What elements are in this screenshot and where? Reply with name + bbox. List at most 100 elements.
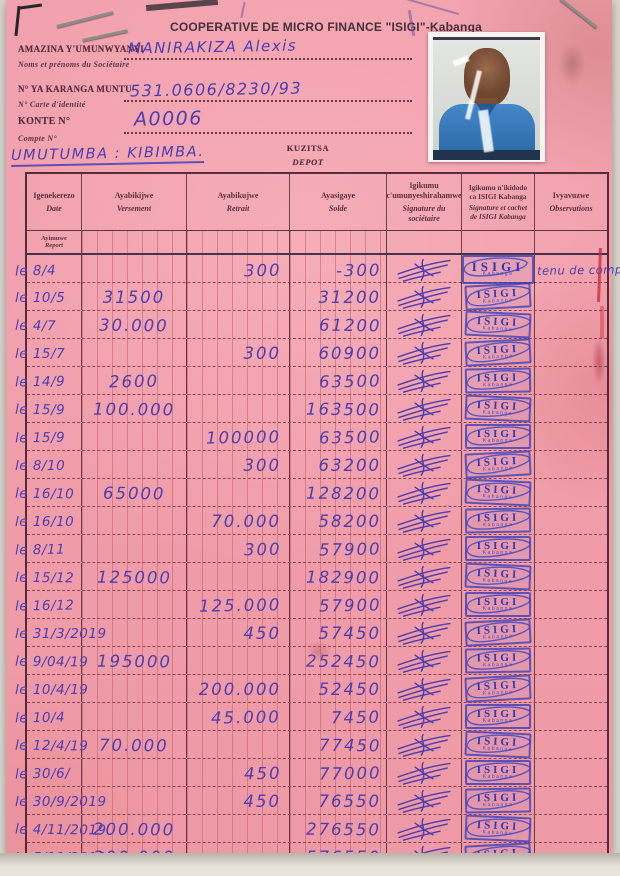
stamp-cell: ISIGI Kabanga — [462, 367, 535, 394]
isigi-stamp: ISIGI Kabanga — [465, 536, 531, 561]
member-signature-scribble — [397, 509, 451, 533]
member-signature-scribble — [397, 537, 451, 561]
signature-cell — [387, 283, 462, 310]
stamp-signature-oval — [465, 620, 532, 644]
carryover-versement-cell — [82, 231, 187, 253]
versement-value: 65000 — [102, 483, 166, 504]
isigi-stamp: ISIGI Kabanga — [464, 814, 532, 843]
ledger-table: Igenekerezo Date Ayabikijwe Versement Ay… — [15, 172, 620, 872]
stamp-subtext: Kabanga — [482, 774, 514, 780]
stamp-cell: ISIGI Kabanga — [462, 255, 535, 284]
member-signature-scribble — [397, 313, 451, 337]
date-cell: le 31/3/2019 — [15, 619, 106, 646]
observation-cell — [535, 451, 607, 478]
konte-dotted-line — [124, 132, 412, 134]
date-value: le 10/4 — [14, 709, 66, 726]
member-signature-scribble — [397, 453, 451, 477]
versement-cell — [82, 619, 187, 646]
observation-cell — [535, 731, 607, 758]
solde-cell: 163500 — [290, 395, 387, 422]
table-row: le 15/9 100.000 163500 ISIGI Kabanga — [15, 394, 607, 423]
versement-value: 30.000 — [99, 315, 169, 336]
date-cell: le 8/10 — [15, 451, 82, 478]
versement-value: 125000 — [96, 567, 172, 588]
versement-cell — [82, 591, 187, 618]
versement-value: 70.000 — [99, 735, 169, 756]
field-label-konte-rn: KONTE N° — [18, 116, 71, 127]
solde-cell: 63500 — [290, 423, 387, 450]
isigi-stamp: ISIGI Kabanga — [465, 704, 531, 729]
retrait-value: 300 — [243, 260, 282, 281]
signature-cell — [387, 787, 462, 814]
retrait-cell: 300 — [187, 535, 290, 562]
versement-value: 100.000 — [92, 399, 176, 420]
isigi-stamp: ISIGI Kabanga — [464, 367, 532, 394]
stamp-cell: ISIGI Kabanga — [462, 703, 535, 730]
member-signature-scribble — [397, 369, 451, 393]
observation-cell — [535, 311, 607, 338]
stamp-signature-oval — [465, 340, 532, 364]
stamp-cell: ISIGI Kabanga — [462, 507, 535, 534]
stamp-cell: ISIGI Kabanga — [462, 618, 535, 647]
solde-value: 63500 — [318, 371, 382, 392]
isigi-stamp: ISIGI Kabanga — [464, 450, 532, 479]
retrait-value: 100000 — [205, 427, 282, 448]
field-label-id-fr: N° Carte d'identité — [18, 100, 86, 109]
solde-value: -300 — [335, 260, 382, 281]
observation-value: tenu de compte — [536, 261, 620, 278]
date-cell: le 8/4 — [15, 255, 82, 284]
observation-cell — [535, 619, 607, 646]
solde-value: 7450 — [330, 707, 382, 728]
member-signature-scribble — [397, 481, 451, 505]
member-signature-scribble — [397, 258, 451, 282]
stamp-signature-oval — [466, 762, 531, 782]
date-value: le 30/6/ — [14, 765, 71, 782]
member-signature-scribble — [397, 817, 451, 841]
isigi-stamp: ISIGI Kabanga — [464, 787, 532, 814]
stamp-signature-oval — [466, 594, 531, 614]
member-name-value: MANIRAKIZA Alexis — [127, 36, 298, 58]
field-label-konte-fr: Compte N° — [18, 134, 58, 143]
date-value: le 4/7 — [14, 317, 57, 334]
date-value: le 14/9 — [14, 373, 66, 390]
date-cell: le 14/9 — [15, 367, 82, 394]
signature-cell — [387, 423, 462, 450]
retrait-cell: 200.000 — [187, 675, 290, 702]
solde-cell: 57900 — [290, 535, 387, 562]
member-signature-scribble — [397, 341, 451, 365]
versement-cell — [82, 255, 187, 284]
date-cell: le 4/11/2019 — [15, 815, 107, 842]
header-signature-societaire: Igikumu c'umunyeshirahamwe Signature du … — [386, 174, 462, 230]
observation-cell — [535, 479, 607, 506]
carryover-signature-cell — [387, 231, 462, 253]
date-value: le 16/12 — [14, 596, 75, 615]
stamp-cell: ISIGI Kabanga — [462, 310, 535, 339]
solde-cell: 63500 — [290, 367, 387, 394]
brown-smudge — [558, 42, 586, 86]
observation-cell — [535, 815, 607, 842]
table-row: le 15/9 100000 63500 ISIGI Kabanga — [15, 423, 607, 451]
date-cell: le 9/04/19 — [15, 647, 88, 674]
retrait-value: 125.000 — [198, 595, 282, 616]
observation-cell — [535, 395, 607, 422]
header-retrait: Ayabikujwe Retrait — [187, 174, 290, 230]
solde-cell: 31200 — [290, 283, 387, 310]
member-photo-image — [433, 37, 540, 160]
signature-cell — [387, 367, 462, 394]
carryover-observation-cell — [535, 231, 607, 253]
stamp-cell: ISIGI Kabanga — [462, 674, 535, 703]
retrait-cell: 300 — [187, 451, 290, 478]
retrait-cell — [187, 815, 290, 842]
stamp-cell: ISIGI Kabanga — [462, 394, 535, 423]
stamp-subtext: Kabanga — [482, 550, 514, 556]
versement-cell: 200.000 — [82, 815, 187, 842]
table-row: le 31/3/2019 450 57450 ISIGI Kabanga — [15, 618, 607, 647]
ledger-header-row: Igenekerezo Date Ayabikijwe Versement Ay… — [27, 174, 607, 231]
solde-value: 63200 — [318, 456, 381, 475]
stamp-subtext: Kabanga — [482, 718, 514, 724]
table-row: le 15/12 125000 182900 ISIGI Kabanga — [15, 562, 607, 591]
stamp-signature-oval — [466, 538, 531, 558]
signature-cell — [387, 647, 462, 674]
isigi-stamp: ISIGI Kabanga — [464, 647, 532, 674]
signature-cell — [387, 311, 462, 338]
